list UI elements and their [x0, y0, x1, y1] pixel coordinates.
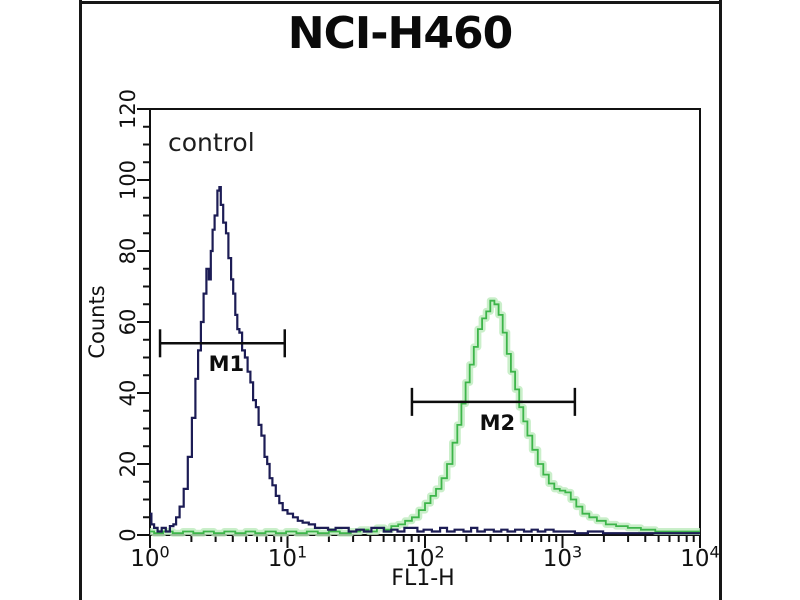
antibody-curve-glow [150, 297, 700, 537]
control-annotation: control [168, 128, 255, 157]
chart-title: NCI-H460 [287, 8, 513, 59]
y-tick-label: 60 [116, 308, 140, 336]
plot-border [149, 108, 701, 536]
photo-frame-left [79, 0, 82, 600]
y-tick-label: 40 [116, 379, 140, 407]
y-axis-label: Counts [85, 285, 109, 359]
y-tick-label: 100 [116, 159, 140, 201]
x-tick-label: 100 [130, 542, 170, 572]
marker-label-m1: M1 [208, 352, 245, 377]
x-tick-label: 103 [542, 542, 583, 572]
control-curve [150, 186, 700, 535]
y-tick-label: 120 [116, 88, 140, 130]
x-tick-label: 104 [680, 542, 720, 572]
y-tick-label: 0 [116, 528, 140, 542]
antibody-curve [150, 299, 700, 535]
marker-label-m2: M2 [479, 410, 516, 435]
photo-frame-top [79, 1, 722, 4]
photo-frame-right [719, 0, 722, 600]
x-tick-label: 101 [267, 542, 308, 572]
y-tick-label: 20 [116, 450, 140, 478]
y-tick-label: 80 [116, 237, 140, 265]
x-axis-label: FL1-H [391, 566, 455, 591]
x-tick-label: 102 [405, 542, 445, 572]
